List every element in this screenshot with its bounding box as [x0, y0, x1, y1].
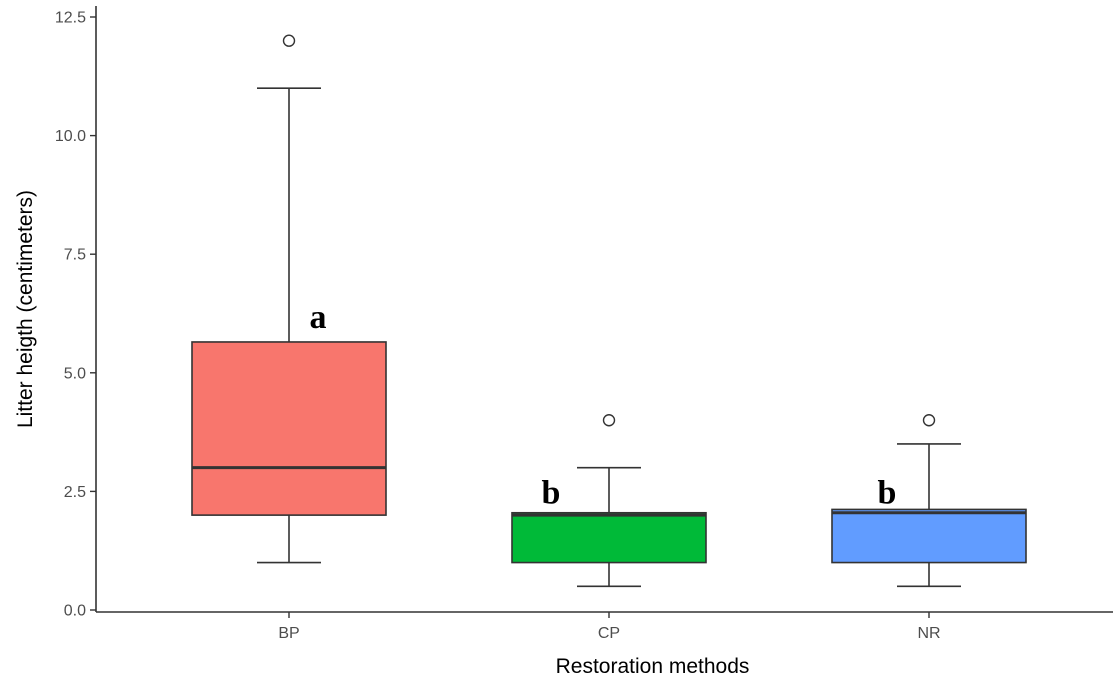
- y-tick-label: 5.0: [64, 365, 86, 382]
- box-nr: [831, 414, 1027, 588]
- group-letter-bp: a: [310, 299, 327, 336]
- box-bp: [191, 34, 387, 564]
- box-cp: [511, 414, 707, 588]
- y-tick-label: 10.0: [55, 128, 86, 145]
- outlier-point: [602, 414, 616, 427]
- x-tick-label: NR: [917, 625, 940, 642]
- y-tick-label: 7.5: [64, 247, 86, 264]
- group-letter-cp: b: [542, 474, 561, 511]
- iqr-box: [831, 508, 1027, 564]
- x-axis: BP CP NR: [96, 611, 1113, 642]
- x-tick-label: CP: [598, 625, 620, 642]
- outlier-point: [922, 414, 936, 427]
- x-axis-title: Restoration methods: [556, 655, 750, 678]
- y-axis-title: Litter heigth (centimeters): [14, 190, 37, 428]
- x-tick-label: BP: [278, 625, 299, 642]
- iqr-box: [191, 341, 387, 516]
- iqr-box: [511, 511, 707, 564]
- y-axis: 0.0 2.5 5.0 7.5 10.0 12.5: [55, 6, 97, 620]
- outlier-point: [282, 34, 296, 47]
- y-tick-label: 0.0: [64, 603, 86, 620]
- y-tick-label: 12.5: [55, 10, 86, 27]
- boxes: a b b: [191, 34, 1027, 588]
- group-letter-nr: b: [878, 474, 897, 511]
- y-tick-label: 2.5: [64, 484, 86, 501]
